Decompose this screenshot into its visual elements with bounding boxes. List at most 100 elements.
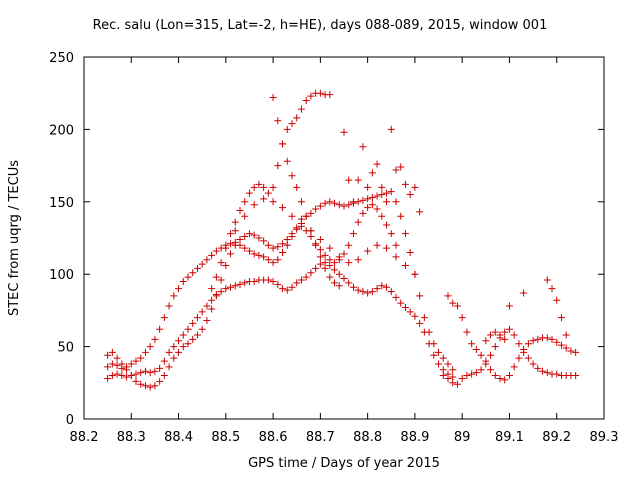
data-point (534, 335, 542, 343)
data-point (368, 193, 376, 201)
data-point (335, 201, 343, 209)
data-point (349, 230, 357, 238)
data-point (444, 360, 452, 368)
data-point (160, 372, 168, 380)
data-point (198, 308, 206, 316)
data-point (241, 279, 249, 287)
data-point (269, 244, 277, 252)
data-point (453, 302, 461, 310)
data-point (529, 360, 537, 368)
data-point (231, 241, 239, 249)
data-point (326, 91, 334, 99)
data-point (449, 299, 457, 307)
data-point (151, 382, 159, 390)
data-point (245, 189, 253, 197)
data-point (118, 372, 126, 380)
data-point (250, 231, 258, 239)
data-point (349, 283, 357, 291)
data-point (567, 347, 575, 355)
data-point (297, 220, 305, 228)
data-point (331, 279, 339, 287)
data-point (208, 285, 216, 293)
data-point (520, 348, 528, 356)
data-point (383, 221, 391, 229)
data-point (326, 256, 334, 264)
data-point (505, 325, 513, 333)
data-point (227, 283, 235, 291)
data-point (307, 92, 315, 100)
data-point (321, 264, 329, 272)
data-point (401, 230, 409, 238)
data-point (383, 198, 391, 206)
data-point (326, 198, 334, 206)
data-point (416, 319, 424, 327)
data-point (345, 259, 353, 267)
data-point (501, 376, 509, 384)
x-tick-label: 88.5 (211, 430, 240, 445)
data-point (553, 338, 561, 346)
data-point (288, 283, 296, 291)
data-point (572, 372, 580, 380)
data-point (364, 195, 372, 203)
data-point (420, 314, 428, 322)
data-point (137, 369, 145, 377)
data-point (241, 244, 249, 252)
y-tick-label: 250 (49, 51, 74, 66)
data-point (340, 128, 348, 136)
x-tick-label: 88.6 (259, 430, 288, 445)
data-point (505, 372, 513, 380)
data-point (401, 180, 409, 188)
data-point (288, 230, 296, 238)
data-point (383, 189, 391, 197)
data-point (482, 337, 490, 345)
data-point (212, 290, 220, 298)
data-point (543, 334, 551, 342)
data-point (165, 348, 173, 356)
data-point (279, 248, 287, 256)
data-point (250, 277, 258, 285)
data-point (378, 212, 386, 220)
data-point (274, 280, 282, 288)
y-axis: 0 50 100 150 200 250 (49, 51, 604, 428)
data-point (255, 180, 263, 188)
data-point (496, 374, 504, 382)
data-point (406, 308, 414, 316)
data-point (364, 247, 372, 255)
data-point (468, 370, 476, 378)
data-point (453, 380, 461, 388)
data-point (505, 302, 513, 310)
data-point (279, 204, 287, 212)
data-point (193, 331, 201, 339)
data-point (553, 296, 561, 304)
data-point (302, 96, 310, 104)
data-point (354, 218, 362, 226)
x-tick-label: 88.8 (353, 430, 382, 445)
data-point (255, 234, 263, 242)
data-point (340, 250, 348, 258)
data-point (236, 280, 244, 288)
data-point (524, 354, 532, 362)
data-point (222, 244, 230, 252)
data-point (241, 233, 249, 241)
data-point (156, 325, 164, 333)
data-point (562, 344, 570, 352)
data-point (146, 383, 154, 391)
data-point (127, 360, 135, 368)
data-point (274, 243, 282, 251)
data-point (345, 241, 353, 249)
data-point (316, 89, 324, 97)
data-point (208, 305, 216, 313)
data-point (340, 202, 348, 210)
data-point (104, 351, 112, 359)
data-point (316, 246, 324, 254)
data-point (392, 241, 400, 249)
data-point (368, 288, 376, 296)
x-tick-label: 89.1 (495, 430, 524, 445)
data-point (510, 363, 518, 371)
data-point (222, 285, 230, 293)
data-point (510, 331, 518, 339)
data-point (430, 340, 438, 348)
data-point (491, 372, 499, 380)
data-point (439, 372, 447, 380)
x-axis: 88.2 88.3 88.4 88.5 88.6 88.7 88.8 88.9 89 89.1 89… (70, 57, 618, 445)
